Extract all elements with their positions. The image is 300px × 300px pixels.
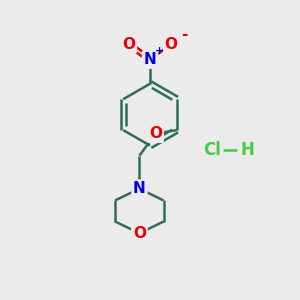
Text: O: O [133,226,146,241]
Text: +: + [155,46,164,56]
Text: Cl: Cl [203,141,221,159]
Text: O: O [149,126,162,141]
Text: N: N [133,181,146,196]
Text: O: O [165,37,178,52]
Text: H: H [240,141,254,159]
Text: -: - [181,27,187,42]
Text: N: N [144,52,156,67]
Text: O: O [122,37,135,52]
